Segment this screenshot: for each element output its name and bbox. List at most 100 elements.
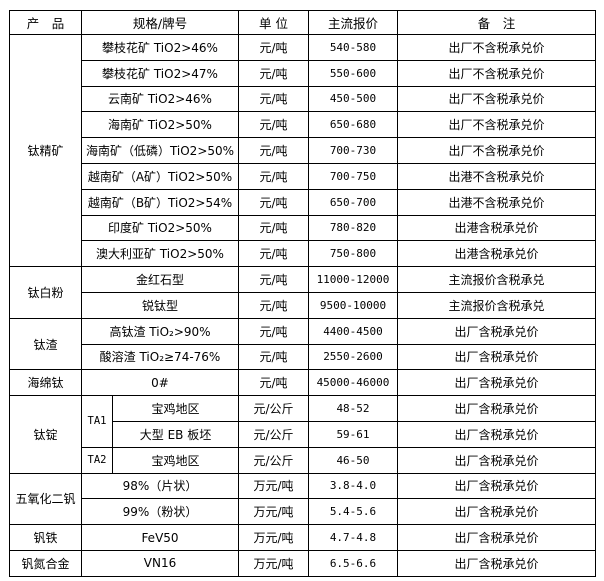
table-row: 攀枝花矿 TiO2>47% 元/吨 550-600 出厂不含税承兑价 [10,59,596,87]
price-cell: 650-680 [308,111,398,139]
spec-cell: 大型 EB 板坯 [112,420,239,448]
product-name: 海绵钛 [9,369,82,397]
unit-cell: 元/公斤 [238,420,309,448]
note-cell: 主流报价含税承兑 [397,266,596,293]
header-row: 产 品 规格/牌号 单 位 主流报价 备 注 [9,10,596,35]
unit-cell: 万元/吨 [238,498,309,526]
table-row: 大型 EB 板坯 元/公斤 59-61 出厂含税承兑价 [10,420,596,448]
note-cell: 出厂含税承兑价 [397,498,596,526]
table-row: 越南矿（A矿）TiO2>50% 元/吨 700-750 出港不含税承兑价 [10,162,596,190]
note-cell: 出厂不含税承兑价 [397,59,596,87]
table-row: 钒氮合金 VN16 万元/吨 6.5-6.6 出厂含税承兑价 [9,549,596,577]
unit-cell: 元/吨 [238,214,309,242]
product-name: 钛渣 [9,317,82,371]
note-cell: 出厂含税承兑价 [397,343,596,371]
unit-cell: 万元/吨 [238,472,309,500]
unit-cell: 万元/吨 [238,549,309,577]
table-row: 酸溶渣 TiO₂≥74-76% 元/吨 2550-2600 出厂含税承兑价 [10,343,596,371]
price-cell: 550-600 [308,59,398,87]
note-cell: 出厂含税承兑价 [397,369,596,397]
unit-cell: 元/吨 [238,111,309,139]
price-cell: 4.7-4.8 [308,524,398,551]
spec-cell: 酸溶渣 TiO₂≥74-76% [81,343,239,371]
note-cell: 出厂含税承兑价 [397,395,596,422]
product-name: 钛锭 [9,395,82,474]
note-cell: 出港不含税承兑价 [397,188,596,216]
product-name: 钒铁 [9,524,82,551]
spec-cell: 越南矿（B矿）TiO2>54% [81,188,239,216]
spec-cell: 攀枝花矿 TiO2>46% [81,34,239,61]
note-cell: 出厂含税承兑价 [397,472,596,500]
price-cell: 780-820 [308,214,398,242]
spec-cell: 海南矿 TiO2>50% [81,111,239,139]
price-cell: 4400-4500 [308,317,398,345]
table-row: 五氧化二钒 98%（片状） 万元/吨 3.8-4.0 出厂含税承兑价 [9,472,596,526]
spec-cell: 锐钛型 [81,291,239,319]
spec-cell: FeV50 [81,524,239,551]
table-row: 锐钛型 元/吨 9500-10000 主流报价含税承兑 [10,291,596,319]
spec-cell: 0# [81,369,239,397]
header-unit: 单 位 [238,10,309,35]
table-row: 云南矿 TiO2>46% 元/吨 450-500 出厂不含税承兑价 [10,85,596,113]
unit-cell: 万元/吨 [238,524,309,551]
price-cell: 750-800 [308,240,398,268]
unit-cell: 元/吨 [238,34,309,61]
price-cell: 6.5-6.6 [308,549,398,577]
unit-cell: 元/吨 [238,137,309,164]
table-row: 钒铁 FeV50 万元/吨 4.7-4.8 出厂含税承兑价 [9,524,596,551]
note-cell: 出厂含税承兑价 [397,524,596,551]
price-cell: 46-50 [308,446,398,474]
spec-cell: 越南矿（A矿）TiO2>50% [81,162,239,190]
spec-cell: 宝鸡地区 [112,446,239,474]
note-cell: 出厂不含税承兑价 [397,85,596,113]
note-cell: 出厂不含税承兑价 [397,111,596,139]
price-cell: 11000-12000 [308,266,398,293]
grade-cell: TA2 [81,446,113,474]
header-price: 主流报价 [308,10,398,35]
unit-cell: 元/吨 [238,162,309,190]
spec-cell: 金红石型 [81,266,239,293]
grade-cell: TA1 [81,395,113,448]
spec-cell: 高钛渣 TiO₂>90% [81,317,239,345]
table-row: 印度矿 TiO2>50% 元/吨 780-820 出港含税承兑价 [10,214,596,242]
note-cell: 主流报价含税承兑 [397,291,596,319]
price-cell: 3.8-4.0 [308,472,398,500]
unit-cell: 元/吨 [238,85,309,113]
note-cell: 出厂含税承兑价 [397,549,596,577]
price-cell: 2550-2600 [308,343,398,371]
table-row: 钛精矿 攀枝花矿 TiO2>46% 元/吨 540-580 出厂不含税承兑价 [9,33,596,268]
table-row: 钛渣 高钛渣 TiO₂>90% 元/吨 4400-4500 出厂含税承兑价 [9,317,596,371]
product-name: 五氧化二钒 [9,472,82,526]
price-table: 产 品 规格/牌号 单 位 主流报价 备 注 钛精矿 攀枝花矿 TiO2>46% 元… [9,10,596,577]
unit-cell: 元/吨 [238,240,309,268]
unit-cell: 元/吨 [238,291,309,319]
spec-cell: 攀枝花矿 TiO2>47% [81,59,239,87]
unit-cell: 元/吨 [238,266,309,293]
unit-cell: 元/吨 [238,188,309,216]
table-row: 海南矿（低磷）TiO2>50% 元/吨 700-730 出厂不含税承兑价 [10,137,596,164]
unit-cell: 元/公斤 [238,395,309,422]
note-cell: 出厂不含税承兑价 [397,137,596,164]
unit-cell: 元/吨 [238,343,309,371]
price-cell: 45000-46000 [308,369,398,397]
spec-cell: 98%（片状） [81,472,239,500]
price-cell: 450-500 [308,85,398,113]
note-cell: 出厂含税承兑价 [397,420,596,448]
table-row: 海绵钛 0# 元/吨 45000-46000 出厂含税承兑价 [9,369,596,397]
header-product: 产 品 [9,10,82,35]
note-cell: 出厂含税承兑价 [397,317,596,345]
table-row: 海南矿 TiO2>50% 元/吨 650-680 出厂不含税承兑价 [10,111,596,139]
table-row: TA2 宝鸡地区 元/公斤 46-50 出厂含税承兑价 [10,446,596,474]
note-cell: 出厂含税承兑价 [397,446,596,474]
unit-cell: 元/吨 [238,59,309,87]
note-cell: 出港含税承兑价 [397,240,596,268]
spec-cell: 印度矿 TiO2>50% [81,214,239,242]
table-row: 钛白粉 金红石型 元/吨 11000-12000 主流报价含税承兑 [9,266,596,319]
price-cell: 48-52 [308,395,398,422]
spec-cell: 云南矿 TiO2>46% [81,85,239,113]
header-note: 备 注 [397,10,596,35]
price-cell: 700-750 [308,162,398,190]
table-row: 越南矿（B矿）TiO2>54% 元/吨 650-700 出港不含税承兑价 [10,188,596,216]
spec-cell: 海南矿（低磷）TiO2>50% [81,137,239,164]
price-cell: 650-700 [308,188,398,216]
